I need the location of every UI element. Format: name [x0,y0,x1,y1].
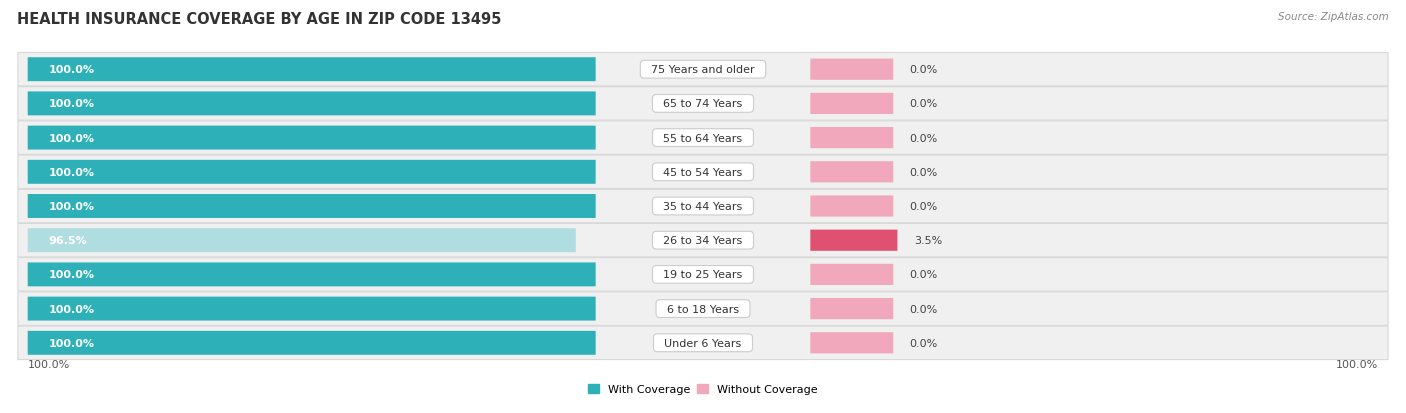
FancyBboxPatch shape [28,92,596,116]
Text: 100.0%: 100.0% [48,270,94,280]
FancyBboxPatch shape [18,53,1388,87]
FancyBboxPatch shape [18,121,1388,155]
Text: HEALTH INSURANCE COVERAGE BY AGE IN ZIP CODE 13495: HEALTH INSURANCE COVERAGE BY AGE IN ZIP … [17,12,502,27]
Text: 0.0%: 0.0% [910,270,938,280]
FancyBboxPatch shape [810,59,893,81]
Text: 35 to 44 Years: 35 to 44 Years [657,202,749,211]
FancyBboxPatch shape [28,297,596,321]
Legend: With Coverage, Without Coverage: With Coverage, Without Coverage [583,380,823,399]
Text: 100.0%: 100.0% [48,338,94,348]
FancyBboxPatch shape [28,58,596,82]
Text: 45 to 54 Years: 45 to 54 Years [657,167,749,177]
Text: 55 to 64 Years: 55 to 64 Years [657,133,749,143]
Text: 100.0%: 100.0% [48,65,94,75]
FancyBboxPatch shape [810,264,893,285]
Text: 100.0%: 100.0% [48,167,94,177]
Text: 100.0%: 100.0% [48,304,94,314]
Text: 0.0%: 0.0% [910,133,938,143]
FancyBboxPatch shape [28,229,576,253]
Text: 26 to 34 Years: 26 to 34 Years [657,236,749,246]
FancyBboxPatch shape [28,195,596,218]
FancyBboxPatch shape [18,326,1388,360]
Text: Source: ZipAtlas.com: Source: ZipAtlas.com [1278,12,1389,22]
FancyBboxPatch shape [810,332,893,354]
Text: 0.0%: 0.0% [910,304,938,314]
FancyBboxPatch shape [18,258,1388,292]
Text: 0.0%: 0.0% [910,338,938,348]
FancyBboxPatch shape [28,263,596,287]
FancyBboxPatch shape [810,94,893,115]
Text: 0.0%: 0.0% [910,65,938,75]
FancyBboxPatch shape [18,88,1388,121]
Text: 75 Years and older: 75 Years and older [644,65,762,75]
Text: 19 to 25 Years: 19 to 25 Years [657,270,749,280]
FancyBboxPatch shape [810,162,893,183]
Text: 0.0%: 0.0% [910,99,938,109]
Text: 100.0%: 100.0% [1336,359,1378,369]
Text: 100.0%: 100.0% [48,133,94,143]
FancyBboxPatch shape [810,128,893,149]
Text: 65 to 74 Years: 65 to 74 Years [657,99,749,109]
Text: Under 6 Years: Under 6 Years [658,338,748,348]
FancyBboxPatch shape [28,331,596,355]
FancyBboxPatch shape [18,292,1388,325]
Text: 100.0%: 100.0% [48,202,94,211]
FancyBboxPatch shape [18,224,1388,257]
FancyBboxPatch shape [810,298,893,319]
Text: 0.0%: 0.0% [910,202,938,211]
Text: 6 to 18 Years: 6 to 18 Years [659,304,747,314]
FancyBboxPatch shape [18,190,1388,223]
Text: 96.5%: 96.5% [48,236,87,246]
FancyBboxPatch shape [810,196,893,217]
FancyBboxPatch shape [18,156,1388,189]
FancyBboxPatch shape [28,160,596,184]
FancyBboxPatch shape [810,230,897,251]
Text: 100.0%: 100.0% [48,99,94,109]
Text: 0.0%: 0.0% [910,167,938,177]
FancyBboxPatch shape [28,126,596,150]
Text: 3.5%: 3.5% [914,236,942,246]
Text: 100.0%: 100.0% [28,359,70,369]
